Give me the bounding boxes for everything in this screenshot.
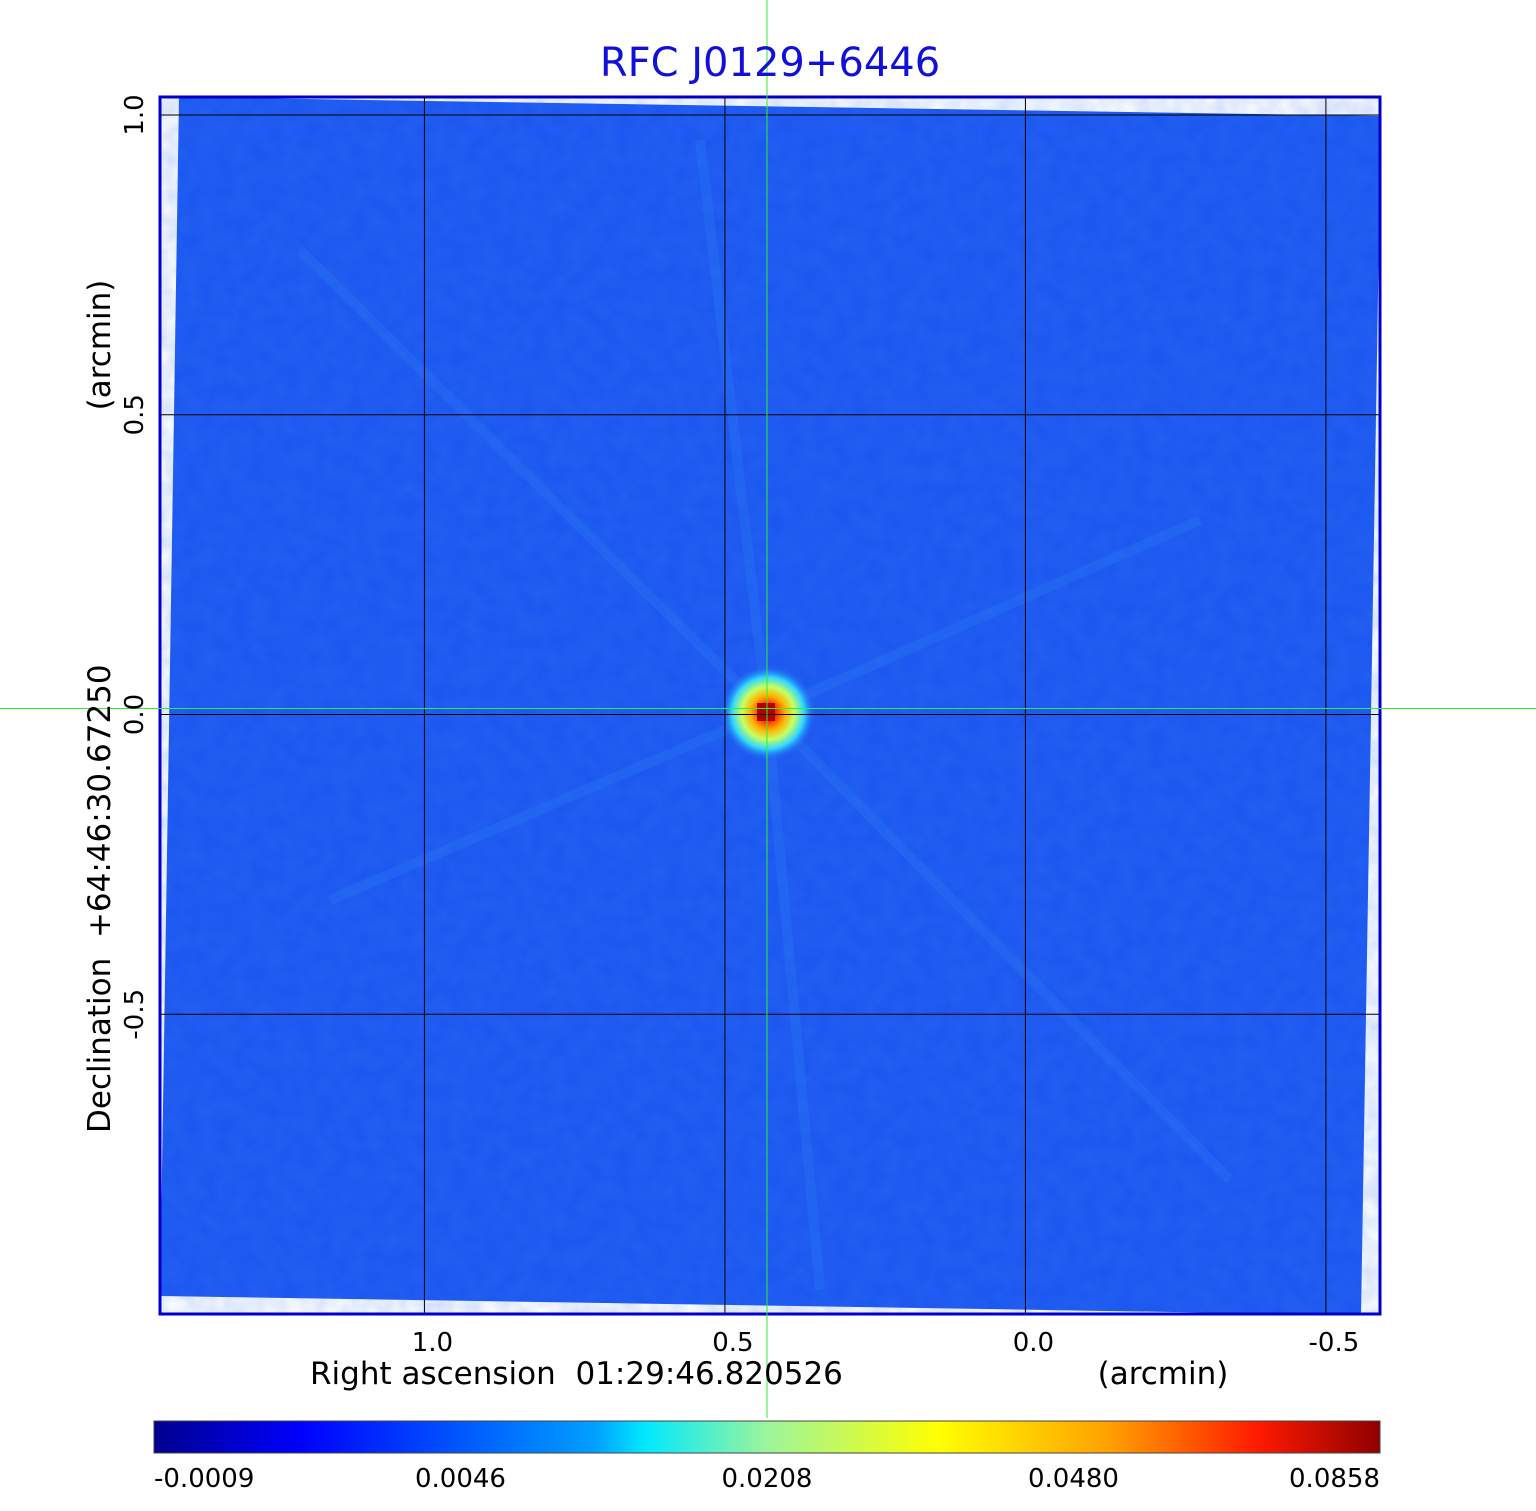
x-tick-label: 1.0 (412, 1328, 453, 1358)
y-axis-unit: (arcmin) (82, 280, 118, 411)
x-axis-unit: (arcmin) (1098, 1356, 1229, 1392)
chart-title: RFC J0129+6446 (600, 40, 940, 86)
x-tick-label: 0.0 (1013, 1328, 1054, 1358)
colorbar-tick-label: 0.0046 (415, 1464, 506, 1494)
y-tick-label: 0.0 (120, 694, 150, 735)
crosshair (0, 0, 1536, 1418)
x-tick-label: -0.5 (1309, 1328, 1360, 1358)
colorbar-tick-label: 0.0858 (1289, 1464, 1380, 1494)
colorbar-tick-label: 0.0208 (722, 1464, 813, 1494)
y-tick-label: 1.0 (120, 94, 150, 135)
y-tick-label: -0.5 (120, 989, 150, 1040)
x-tick-labels: 1.0 0.5 0.0 -0.5 (412, 1328, 1360, 1358)
y-tick-labels: 1.0 0.5 0.0 -0.5 (120, 94, 150, 1039)
map-image (160, 97, 1381, 1315)
plot-frame (158, 95, 1382, 1316)
grid-lines (160, 97, 1380, 1314)
y-tick-label: 0.5 (120, 394, 150, 435)
x-axis-label: Right ascension 01:29:46.820526 (310, 1356, 843, 1392)
x-tick-label: 0.5 (712, 1328, 753, 1358)
colorbar (153, 1420, 1381, 1454)
sidelobe-streaks (296, 139, 1234, 1291)
colorbar-tick-labels: -0.0009 0.0046 0.0208 0.0480 0.0858 (154, 1464, 1380, 1494)
y-axis-label: Declination +64:46:30.67250 (82, 664, 118, 1133)
colorbar-tick-label: 0.0480 (1028, 1464, 1119, 1494)
colorbar-tick-label: -0.0009 (154, 1464, 254, 1494)
source-core (757, 703, 775, 721)
